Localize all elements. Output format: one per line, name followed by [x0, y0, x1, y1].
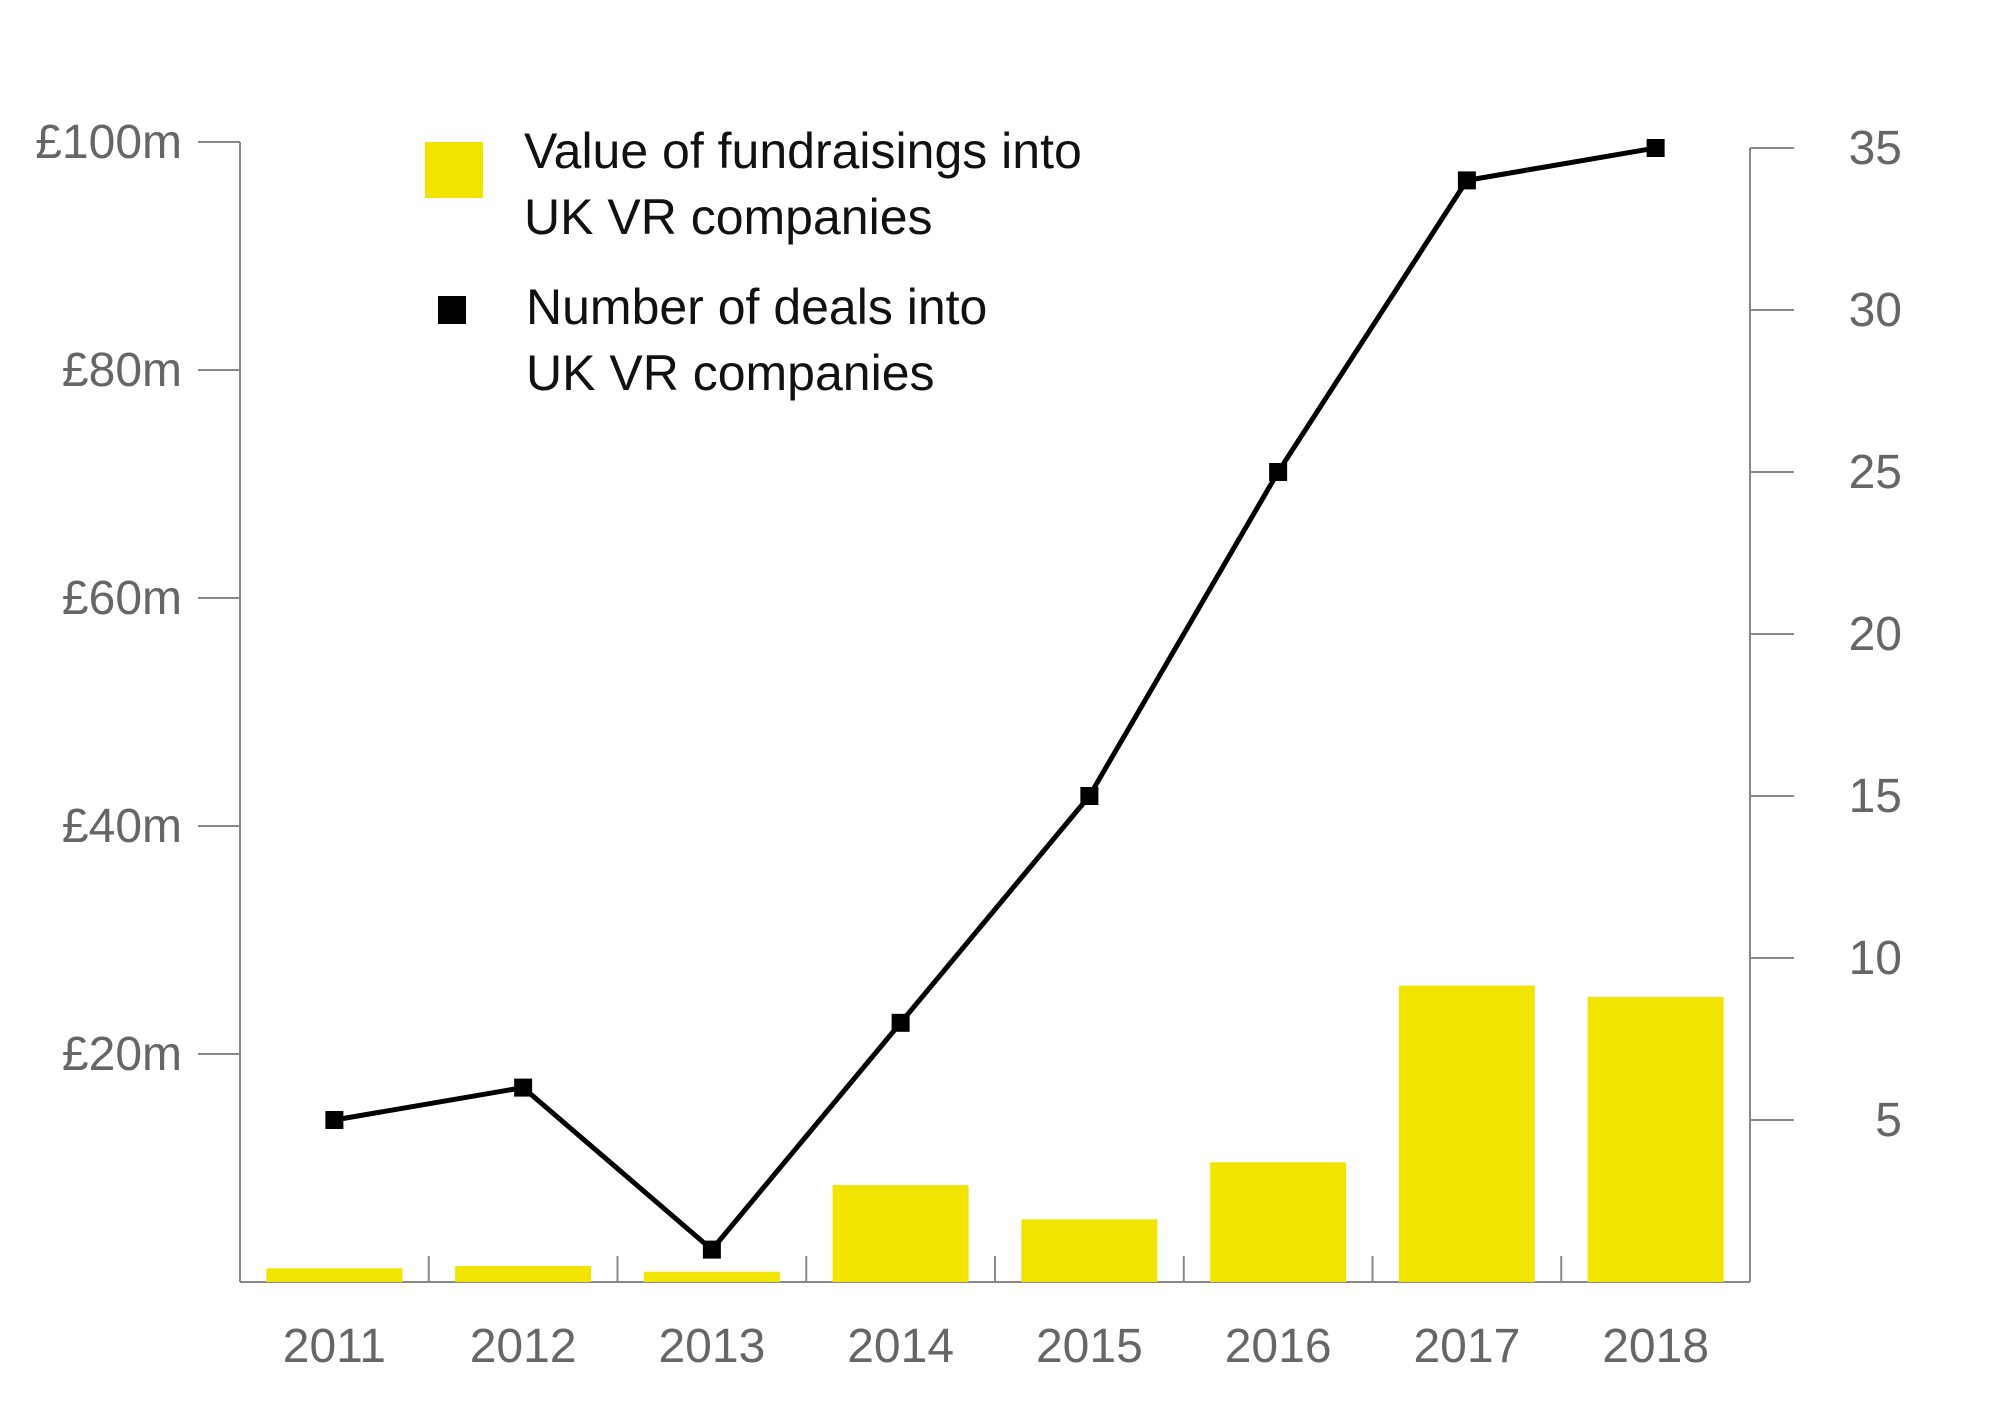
bar [1398, 985, 1535, 1282]
axes [198, 141, 1794, 1283]
line-point [514, 1078, 533, 1097]
bar [832, 1185, 969, 1282]
line-point [891, 1013, 910, 1032]
right-axis-tick-label: 10 [1849, 932, 1902, 985]
right-axis-tick-label: 20 [1849, 608, 1902, 661]
bar [1210, 1162, 1347, 1282]
line-point [702, 1240, 721, 1259]
line-point [1457, 171, 1476, 190]
right-axis-tick-label: 25 [1849, 446, 1902, 499]
left-axis-tick-label: £100m [35, 116, 182, 169]
x-axis-tick-label: 2017 [1413, 1320, 1520, 1373]
left-axis-tick-label: £60m [62, 572, 182, 625]
tick-labels: £20m £40m £60m £80m £100m 5 10 15 20 25 30 35 2011 20… [35, 116, 1902, 1373]
bar [455, 1266, 592, 1282]
x-axis-tick-label: 2014 [847, 1320, 954, 1373]
x-axis-tick-label: 2013 [658, 1320, 765, 1373]
bars [266, 985, 1724, 1282]
x-axis-tick-label: 2011 [283, 1320, 386, 1373]
right-axis-tick-label: 30 [1849, 284, 1902, 337]
x-axis-tick-label: 2015 [1036, 1320, 1143, 1373]
line-series [325, 139, 1665, 1259]
bar [1587, 997, 1724, 1282]
legend-label: Number of deals into [526, 279, 987, 335]
x-axis-tick-label: 2012 [470, 1320, 577, 1373]
line-point [325, 1111, 344, 1129]
legend-marker-square [438, 296, 466, 324]
left-axis-tick-label: £40m [62, 800, 182, 853]
bar [1021, 1219, 1158, 1282]
legend-label: UK VR companies [524, 189, 933, 245]
legend: Value of fundraisings into UK VR companie… [425, 123, 1082, 401]
right-axis-tick-label: 5 [1875, 1094, 1902, 1147]
line-point [1269, 463, 1288, 481]
bar [266, 1268, 403, 1282]
deals-line [333, 145, 1657, 1253]
legend-label: UK VR companies [526, 345, 935, 401]
left-axis-tick-label: £20m [62, 1028, 182, 1081]
x-axis-tick-label: 2018 [1602, 1320, 1709, 1373]
bar [643, 1271, 780, 1282]
line-point [1080, 787, 1099, 805]
x-axis-tick-label: 2016 [1225, 1320, 1332, 1373]
right-axis-tick-label: 35 [1849, 122, 1902, 175]
line-point [1646, 139, 1665, 157]
left-axis-tick-label: £80m [62, 344, 182, 397]
legend-label: Value of fundraisings into [524, 123, 1082, 179]
right-axis-tick-label: 15 [1849, 770, 1902, 823]
legend-swatch-bar [425, 142, 483, 198]
